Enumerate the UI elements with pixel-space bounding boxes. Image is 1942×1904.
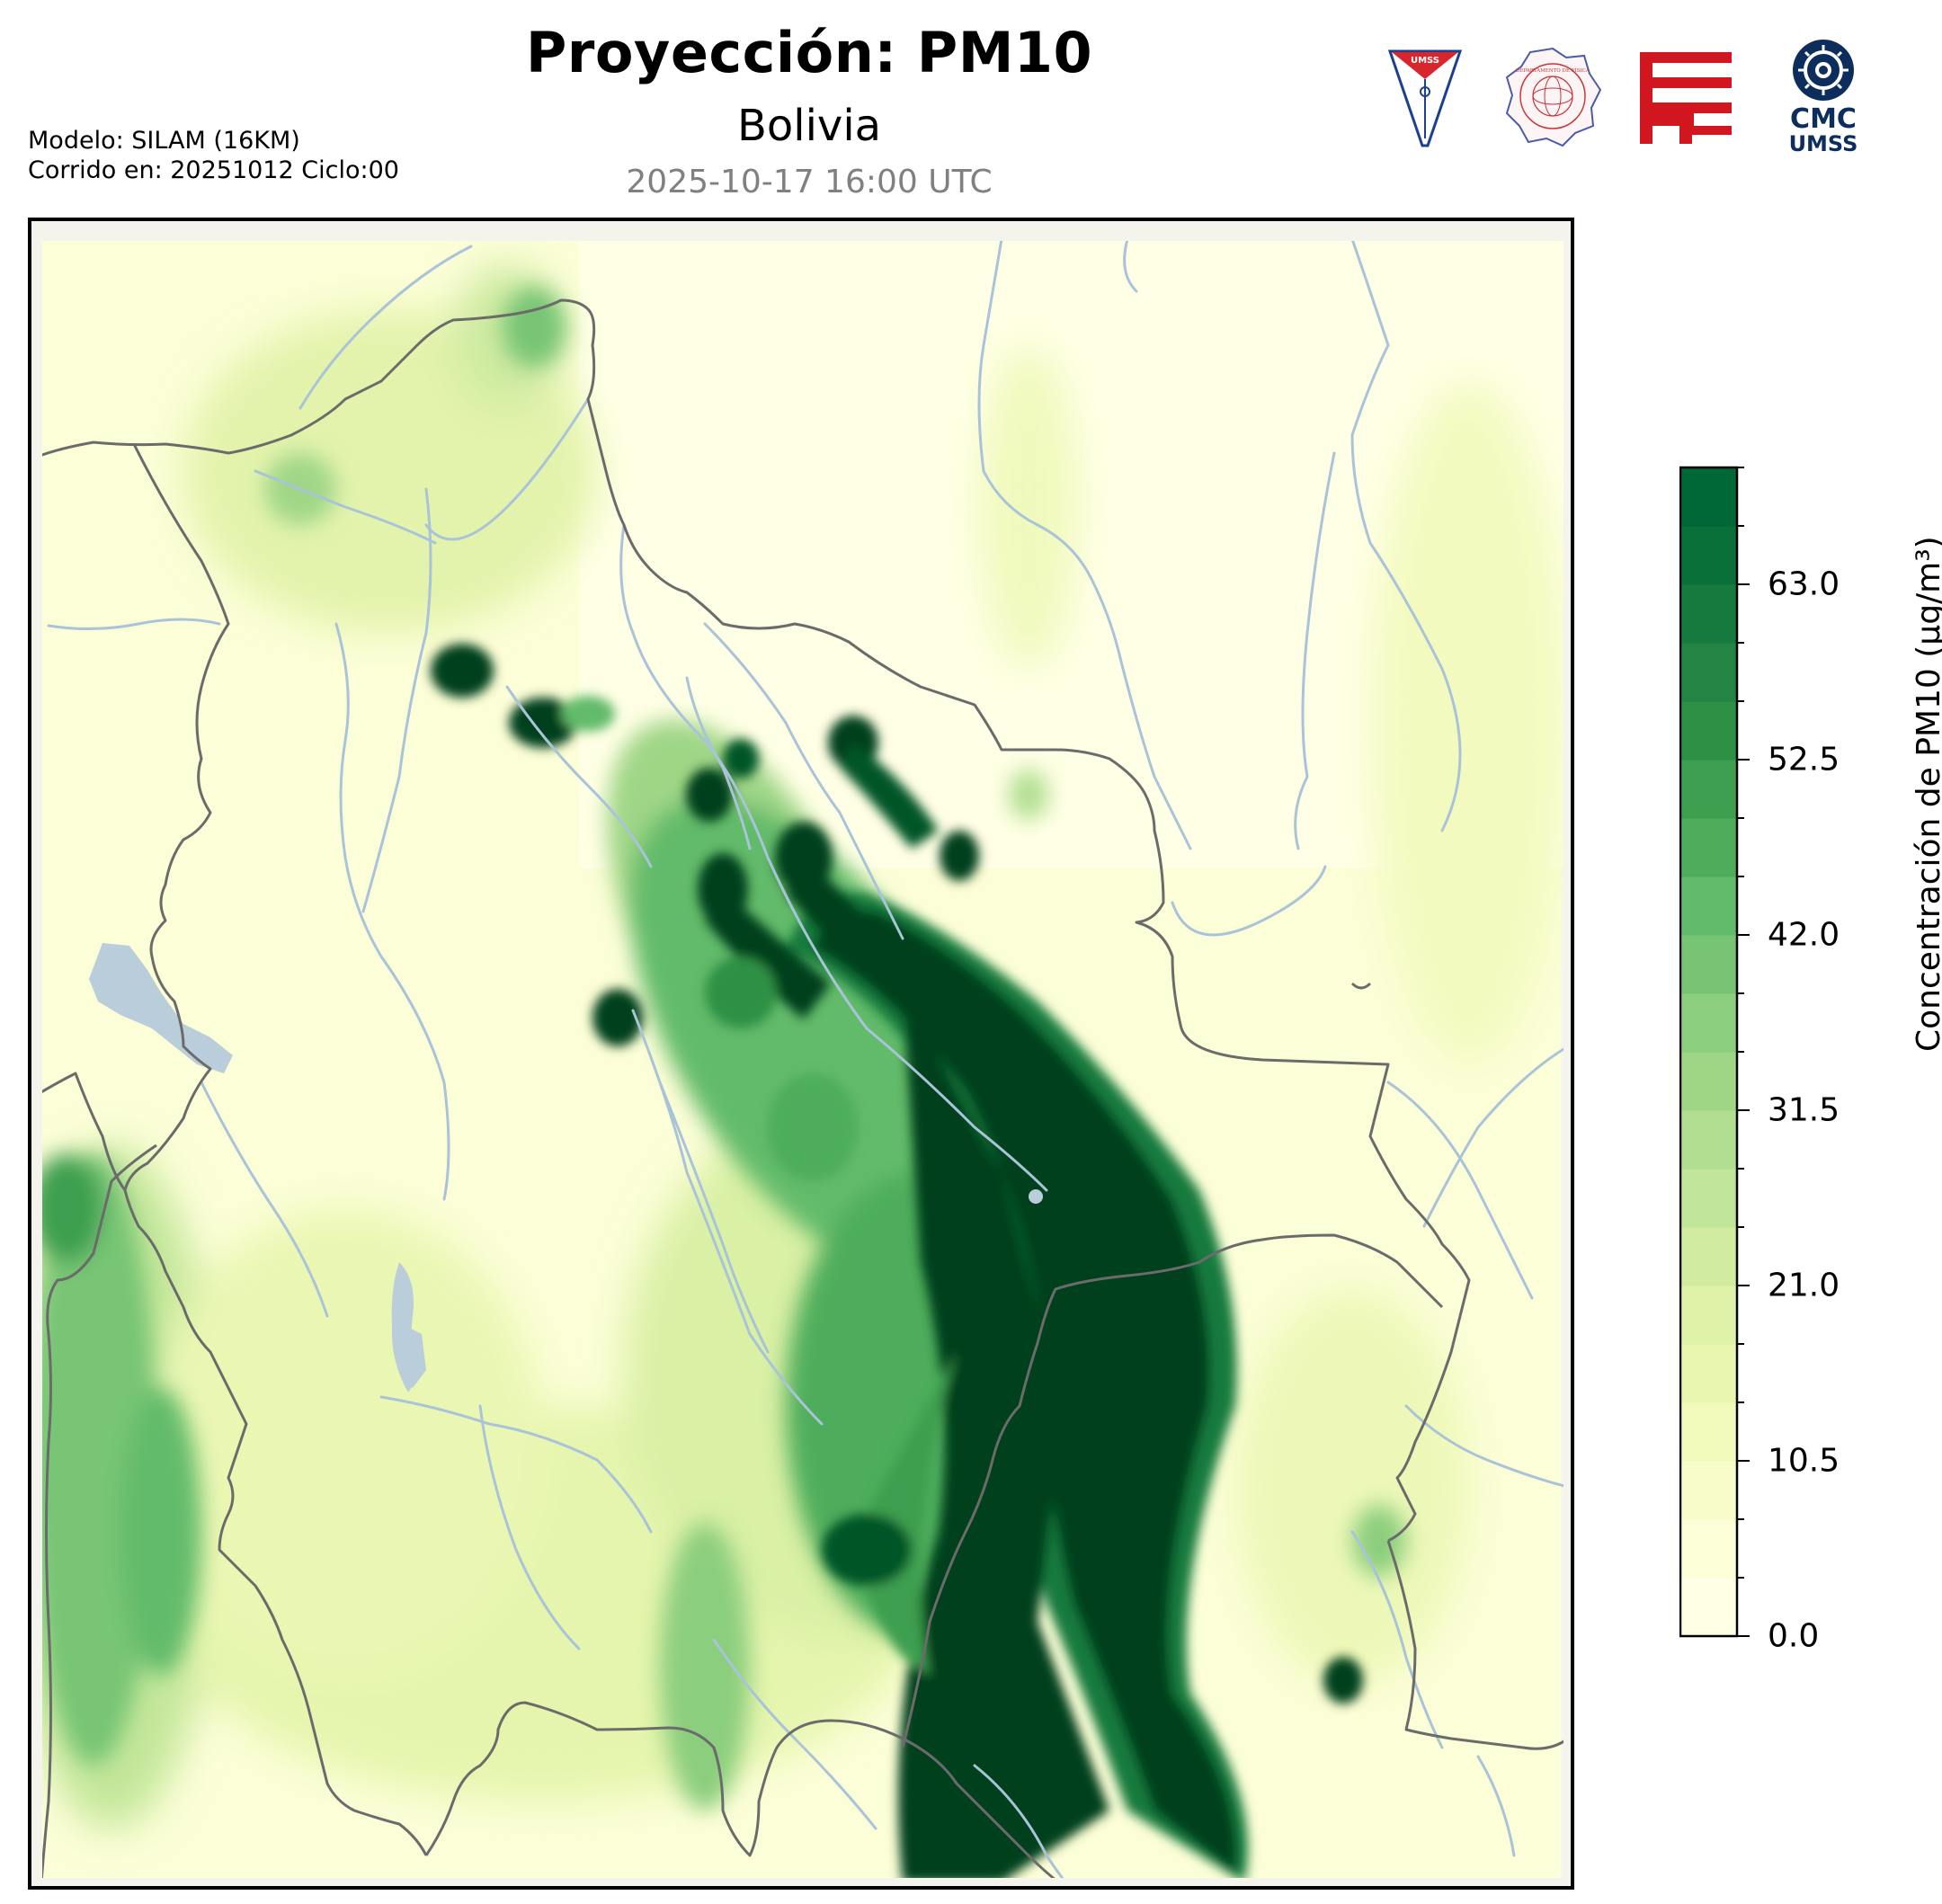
colorbar-tick-label: 10.5 [1768, 1442, 1840, 1480]
model-info: Modelo: SILAM (16KM) Corrido en: 2025101… [28, 126, 399, 185]
cmc-line1: CMC [1790, 103, 1857, 135]
model-line: Modelo: SILAM (16KM) [28, 127, 300, 155]
colorbar-segment [1679, 1052, 1737, 1111]
dense-plume-layer [431, 644, 1363, 1882]
border-chile [40, 1143, 157, 1883]
colorbar-segment [1679, 1578, 1737, 1637]
colorbar-segment [1679, 818, 1737, 877]
colorbar-segment [1679, 1519, 1737, 1579]
fisica-seal-logo: DEPARTAMENTO DE FÍSICA [1505, 47, 1602, 147]
red-geometric-logo [1638, 50, 1735, 146]
colorbar-tick-label: 63.0 [1768, 565, 1840, 603]
colorbar-tick-label: 31.5 [1768, 1091, 1840, 1129]
colorbar-segment [1679, 584, 1737, 644]
border-bolivia-west [123, 443, 428, 1856]
colorbar-svg [1679, 466, 1750, 1638]
chart-subtitle: Bolivia [736, 101, 882, 151]
border-peru [34, 1072, 127, 1191]
colorbar-segment [1679, 760, 1737, 819]
colorbar-segment [1679, 993, 1737, 1053]
cmc-umss-logo: CMC UMSS [1789, 40, 1858, 156]
lake-uyuni [399, 1325, 426, 1388]
colorbar-segment [1679, 1286, 1737, 1345]
pm10-map [31, 221, 1571, 1886]
colorbar-segment [1679, 1344, 1737, 1403]
map-top-margin [31, 221, 1571, 241]
colorbar-tick-label: 52.5 [1768, 741, 1840, 779]
colorbar-segment [1679, 701, 1737, 761]
lakes-layer [89, 943, 1043, 1392]
colorbar-label: Concentración de PM10 (µg/m³) [1911, 536, 1942, 1052]
borders-layer [34, 298, 1569, 1886]
colorbar-segment [1679, 1402, 1737, 1462]
colorbar-segment [1679, 643, 1737, 702]
fisica-seal-text: DEPARTAMENTO DE FÍSICA [1516, 67, 1590, 74]
colorbar-segment [1679, 935, 1737, 994]
rivers-layer [47, 237, 1570, 1886]
colorbar-tick-label: 42.0 [1768, 916, 1840, 954]
border-paraguay [901, 1233, 1444, 1748]
colorbar [1679, 466, 1787, 1640]
colorbar-segment [1679, 876, 1737, 936]
border-bolivia-south [424, 1701, 1065, 1886]
colorbar-segment [1679, 526, 1737, 585]
map-right-margin [1563, 221, 1571, 1886]
colorbar-segment [1679, 1110, 1737, 1170]
umss-shield-text: UMSS [1411, 56, 1439, 66]
valid-time: 2025-10-17 16:00 UTC [626, 164, 993, 200]
run-line: Corrido en: 20251012 Ciclo:00 [28, 156, 399, 184]
lake-titicaca [89, 943, 233, 1073]
colorbar-tick-label: 0.0 [1768, 1617, 1820, 1655]
colorbar-segment [1679, 1461, 1737, 1520]
colorbar-segment [1679, 1227, 1737, 1286]
map-panel [28, 218, 1574, 1890]
map-bottom-margin [31, 1878, 1571, 1886]
umss-shield-logo: UMSS [1387, 49, 1463, 147]
colorbar-tick-label: 21.0 [1768, 1267, 1840, 1304]
colorbar-segment [1679, 1169, 1737, 1228]
cmc-line2: UMSS [1789, 131, 1858, 156]
chart-title: Proyección: PM10 [525, 20, 1093, 85]
colorbar-segment [1679, 467, 1737, 527]
border-bolivia-north [34, 298, 1471, 1543]
map-left-margin [31, 221, 42, 1886]
border-brazil-east [1386, 1540, 1569, 1750]
